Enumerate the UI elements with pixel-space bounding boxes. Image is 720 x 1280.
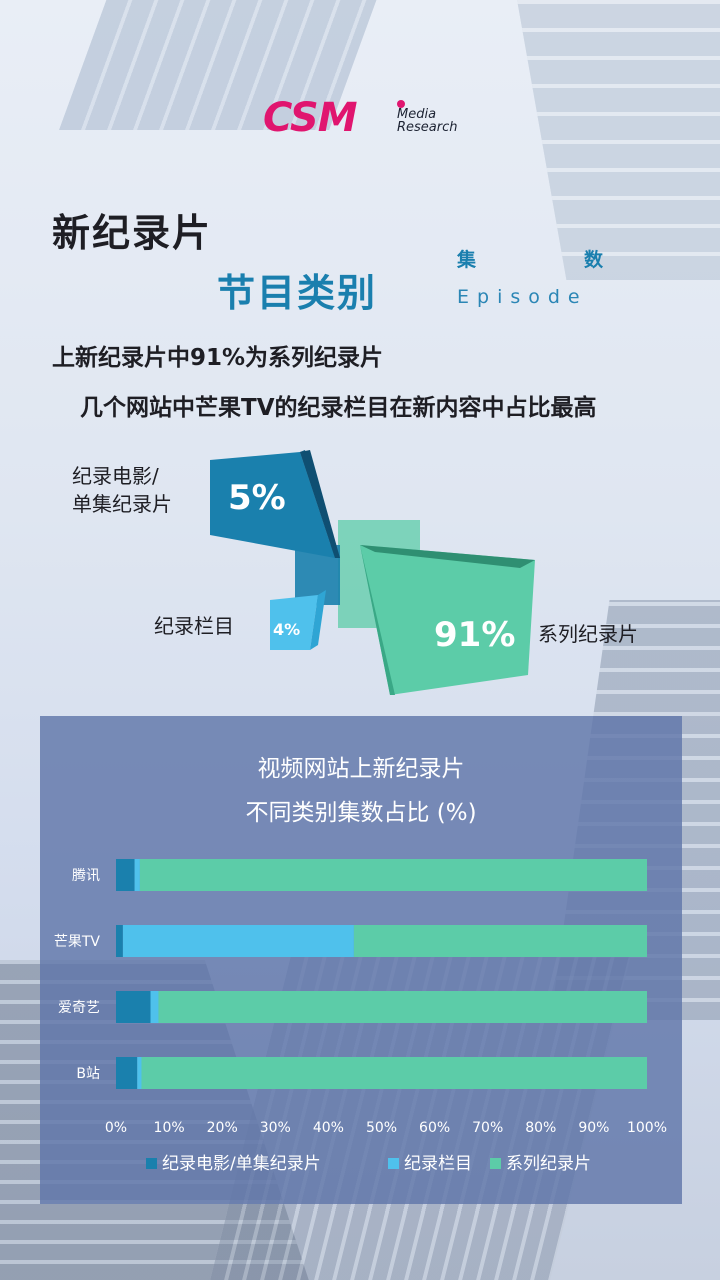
series-block-side: [360, 545, 395, 695]
bar-segment: [134, 859, 140, 891]
series-value: 91%: [434, 615, 516, 655]
metric-char-2: 数: [584, 249, 604, 271]
series-label: 系列纪录片: [538, 622, 638, 646]
chart-panel: 视频网站上新纪录片 不同类别集数占比 (%) 腾讯芒果TV 爱奇艺 B站 0% 10% 2…: [40, 716, 682, 1204]
legend-swatch: [388, 1158, 399, 1169]
subtitle-line2: 几个网站中芒果TV的纪录栏目在新内容中占比最高: [80, 395, 597, 421]
legend-label: 纪录电影/单集纪录片: [162, 1154, 321, 1174]
metric-char-1: 集: [457, 249, 477, 271]
category-label: 芒果TV: [54, 934, 101, 950]
logo-subtext: Media Research: [397, 108, 458, 134]
bar-segment: [116, 925, 123, 957]
logo-dot: [397, 100, 405, 108]
csm-logo: CSM Media Research: [263, 96, 463, 140]
category-label: 腾讯: [72, 867, 100, 884]
film-label-line1: 纪录电影/: [72, 464, 159, 488]
logo-mark: CSM: [263, 95, 358, 141]
column-block-side: [310, 590, 326, 650]
column-label: 纪录栏目: [154, 614, 234, 638]
column-value: 4%: [273, 620, 301, 639]
chart-title-line2: 不同类别集数占比 (%): [245, 800, 477, 826]
film-block-edge: [300, 450, 340, 558]
x-tick-label: 70%: [472, 1120, 503, 1136]
film-label-line2: 单集纪录片: [72, 492, 172, 516]
subtitle-line1: 上新纪录片中91%为系列纪录片: [52, 345, 384, 371]
x-tick-label: 20%: [207, 1120, 238, 1136]
film-block-front: [210, 452, 335, 558]
logo-sub-line1: Media: [397, 107, 437, 122]
bar-segment: [137, 1057, 142, 1089]
bar-segment: [150, 991, 159, 1023]
bar-segment: [116, 991, 151, 1023]
bar-segment: [158, 991, 647, 1023]
title-line2: 节目类别: [217, 271, 378, 315]
x-tick-label: 30%: [260, 1120, 291, 1136]
bar-segment: [353, 925, 647, 957]
x-tick-label: 50%: [366, 1120, 397, 1136]
chart-title-line1: 视频网站上新纪录片: [257, 756, 465, 782]
legend-label: 纪录栏目: [404, 1154, 472, 1174]
x-tick-label: 0%: [105, 1120, 127, 1136]
film-value: 5%: [228, 478, 286, 518]
logo-sub-line2: Research: [397, 120, 458, 135]
background-building: [513, 0, 720, 280]
series-block-front: [360, 545, 535, 695]
x-tick-label: 90%: [578, 1120, 609, 1136]
bar-segment: [116, 859, 135, 891]
category-label: 爱奇艺: [58, 999, 100, 1016]
summary-3d-blocks: [210, 450, 535, 695]
bar-segment: [116, 1057, 138, 1089]
x-tick-label: 40%: [313, 1120, 344, 1136]
legend-swatch: [490, 1158, 501, 1169]
x-tick-label: 10%: [154, 1120, 185, 1136]
series-block-top: [360, 545, 535, 568]
film-label: 纪录电影/ 单集纪录片: [72, 462, 172, 518]
bar-segment: [122, 925, 354, 957]
x-tick-label: 60%: [419, 1120, 450, 1136]
metric-english: Episode: [457, 286, 588, 308]
x-tick-label: 100%: [627, 1120, 667, 1136]
bar-segment: [141, 1057, 647, 1089]
column-block-front: [270, 595, 318, 650]
legend-label: 系列纪录片: [506, 1154, 591, 1174]
x-tick-label: 80%: [525, 1120, 556, 1136]
bar-segment: [139, 859, 647, 891]
category-label: B站: [76, 1066, 100, 1082]
legend-swatch: [146, 1158, 157, 1169]
title-line1: 新纪录片: [52, 211, 213, 255]
